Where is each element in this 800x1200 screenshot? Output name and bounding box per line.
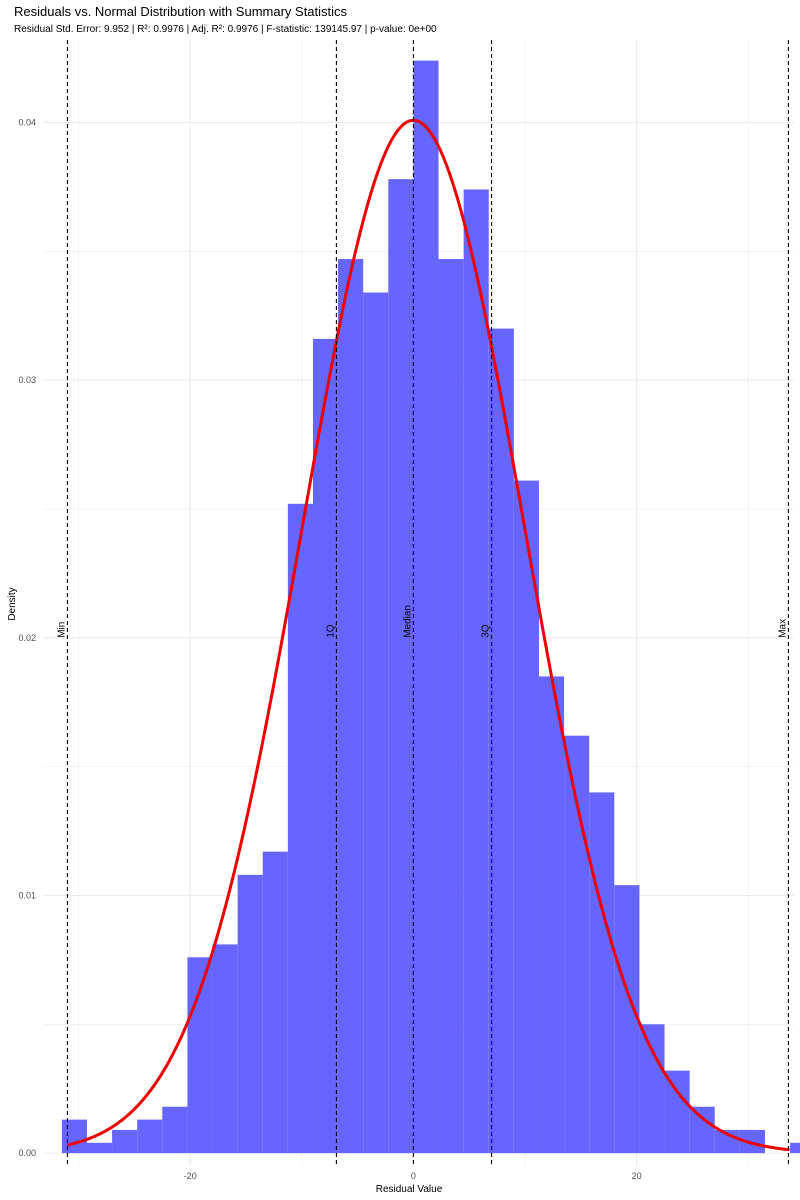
- tick-labels-layer: 0.00 0.01 0.02 0.03 0.04 -20 0 20: [18, 117, 641, 1181]
- histogram-bar: [790, 1142, 800, 1154]
- histogram-bar: [237, 874, 263, 1154]
- summary-lines-layer: Min 1Q Median 3Q Max: [56, 40, 789, 1166]
- histogram-bar: [262, 851, 288, 1154]
- summary-label-3q: 3Q: [481, 624, 492, 638]
- histogram-bar: [413, 60, 439, 1154]
- chart-title: Residuals vs. Normal Distribution with S…: [14, 4, 348, 19]
- y-tick-label: 0.04: [18, 117, 36, 127]
- histogram-bar: [639, 1024, 665, 1154]
- histogram-bar: [538, 676, 565, 1154]
- histogram-bar: [287, 503, 313, 1154]
- histogram-bar: [614, 885, 640, 1154]
- histogram-bar: [739, 1129, 765, 1154]
- histogram-bar: [86, 1142, 113, 1154]
- y-tick-label: 0.01: [18, 890, 36, 900]
- histogram-bar: [438, 259, 464, 1154]
- histogram-bar: [488, 328, 514, 1154]
- histogram-bar: [338, 259, 364, 1154]
- histogram-bar: [212, 944, 238, 1154]
- y-tick-label: 0.03: [18, 375, 36, 385]
- histogram-bar: [363, 292, 389, 1154]
- normal-curve-layer: [67, 118, 790, 1152]
- normal-curve: [67, 118, 790, 1152]
- summary-label-1q: 1Q: [325, 624, 336, 638]
- x-axis-title: Residual Value: [376, 1184, 443, 1195]
- histogram-bar: [463, 189, 489, 1154]
- histogram-bar: [112, 1129, 138, 1154]
- histogram-bar: [689, 1106, 715, 1154]
- chart-subtitle: Residual Std. Error: 9.952 | R²: 0.9976 …: [14, 24, 437, 35]
- summary-label-min: Min: [56, 622, 67, 638]
- y-tick-label: 0.02: [18, 633, 36, 643]
- histogram-bar: [388, 179, 414, 1154]
- y-axis-title: Density: [7, 587, 18, 620]
- summary-label-max: Max: [777, 619, 788, 638]
- histogram-bar: [61, 1119, 87, 1154]
- histogram-bar: [312, 338, 339, 1154]
- histogram-bar: [137, 1119, 163, 1154]
- x-tick-label: 0: [411, 1171, 416, 1181]
- y-tick-label: 0.00: [18, 1148, 36, 1158]
- x-tick-label: -20: [184, 1171, 197, 1181]
- histogram-bar: [664, 1070, 690, 1154]
- x-tick-label: 20: [632, 1171, 642, 1181]
- bars-layer: [61, 60, 800, 1154]
- histogram-bar: [589, 792, 615, 1154]
- summary-label-median: Median: [402, 605, 413, 638]
- histogram-bar: [162, 1106, 188, 1154]
